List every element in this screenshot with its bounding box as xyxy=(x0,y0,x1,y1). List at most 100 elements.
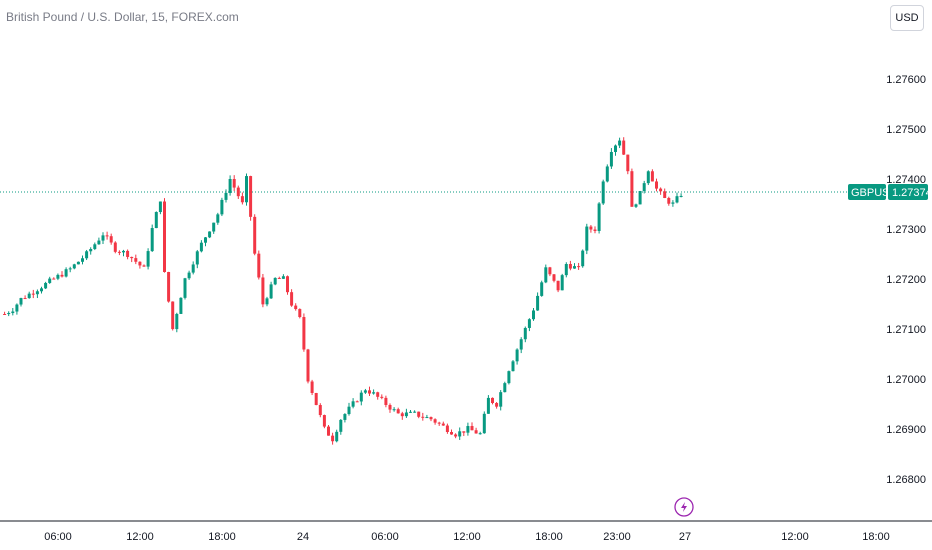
candle-body xyxy=(298,309,302,318)
candle-body xyxy=(618,140,622,146)
candle-body xyxy=(413,411,417,413)
candle-body xyxy=(249,176,253,217)
candle-body xyxy=(306,349,310,382)
candle-body xyxy=(339,419,343,432)
candle-body xyxy=(265,298,269,305)
candle-body xyxy=(392,409,396,411)
x-tick-label: 12:00 xyxy=(453,531,481,543)
candle-body xyxy=(163,201,166,273)
candle-body xyxy=(228,179,232,193)
candle-body xyxy=(441,423,445,426)
candle-body xyxy=(175,313,179,330)
candle-body xyxy=(454,434,458,437)
candle-body xyxy=(3,314,7,315)
x-tick-label: 12:00 xyxy=(781,531,809,543)
candle-body xyxy=(605,166,609,182)
candle-body xyxy=(142,265,146,267)
candle-body xyxy=(331,435,335,442)
x-tick-label: 18:00 xyxy=(535,531,563,543)
candle-body xyxy=(105,235,109,237)
y-tick-label: 1.27600 xyxy=(886,74,926,86)
candle-body xyxy=(667,198,671,204)
candle-body xyxy=(318,405,322,416)
candle-body xyxy=(273,277,277,285)
price-tag-symbol-bg xyxy=(848,184,886,200)
candle-body xyxy=(523,327,527,340)
candle-body xyxy=(158,201,162,213)
candle-body xyxy=(585,226,589,251)
candle-body xyxy=(351,401,355,407)
candle-body xyxy=(150,228,154,252)
candle-body xyxy=(183,278,187,298)
candle-body xyxy=(482,413,486,434)
candle-body xyxy=(560,275,564,291)
candle-body xyxy=(634,204,638,207)
candle-body xyxy=(409,411,412,413)
event-marker[interactable] xyxy=(674,497,694,517)
candle-body xyxy=(245,176,248,203)
candle-body xyxy=(466,426,470,433)
candle-body xyxy=(577,266,581,268)
candle-body xyxy=(363,390,367,393)
x-tick-label: 06:00 xyxy=(371,531,399,543)
candle-body xyxy=(552,274,556,281)
x-tick-label: 18:00 xyxy=(208,531,236,543)
candle-body xyxy=(614,145,617,152)
candle-body xyxy=(519,339,523,350)
price-axis[interactable]: 1.27600 1.27500 1.27400 1.27300 1.27200 1.271… xyxy=(886,74,926,486)
candle-body xyxy=(195,251,199,265)
price-tag-value-bg xyxy=(888,184,928,200)
candle-body xyxy=(240,196,244,203)
candle-body xyxy=(76,261,80,265)
last-price-tag: GBPUSD 1.27374 xyxy=(848,184,932,200)
price-tag-symbol: GBPUSD xyxy=(851,187,898,199)
candle-body xyxy=(462,431,466,433)
candle-body xyxy=(294,305,298,310)
currency-button[interactable]: USD xyxy=(890,5,924,31)
candle-body xyxy=(89,249,93,252)
candle-body xyxy=(470,426,474,431)
candle-body xyxy=(52,278,56,280)
candle-body xyxy=(236,187,240,197)
candle-body xyxy=(101,235,105,241)
candle-body xyxy=(208,231,212,238)
candle-body xyxy=(458,431,462,437)
candle-body xyxy=(384,397,388,405)
candle-body xyxy=(68,268,72,270)
x-tick-label: 18:00 xyxy=(862,531,890,543)
candle-body xyxy=(630,171,634,207)
y-tick-label: 1.26900 xyxy=(886,424,926,436)
x-tick-label: 24 xyxy=(297,531,309,543)
candle-body xyxy=(511,361,515,372)
candle-body xyxy=(536,295,540,311)
candle-body xyxy=(60,274,64,277)
candle-body xyxy=(171,301,175,330)
candle-body xyxy=(327,426,330,436)
candle-body xyxy=(609,151,613,167)
candle-body xyxy=(655,181,658,189)
candle-body xyxy=(314,392,318,406)
candle-body xyxy=(638,191,642,205)
candle-body xyxy=(597,203,601,231)
candle-body xyxy=(44,282,48,289)
candle-body xyxy=(491,397,494,404)
candle-body xyxy=(253,216,257,254)
candle-body xyxy=(429,417,433,420)
candle-body xyxy=(503,383,507,393)
candle-body xyxy=(593,229,597,231)
candle-body xyxy=(573,266,576,269)
candle-body xyxy=(15,304,19,312)
candle-body xyxy=(355,401,359,403)
candle-body xyxy=(261,277,265,305)
candle-body xyxy=(138,261,142,266)
candle-body xyxy=(335,431,339,442)
candle-body xyxy=(48,278,52,283)
time-axis[interactable]: 06:00 12:00 18:00 24 06:00 12:00 18:00 23:00 27 1… xyxy=(44,531,890,543)
candle-body xyxy=(130,256,134,259)
candle-body xyxy=(400,413,404,417)
candles-group xyxy=(3,137,683,445)
candle-body xyxy=(556,280,560,291)
candle-body xyxy=(85,251,89,259)
candle-body xyxy=(199,242,203,252)
